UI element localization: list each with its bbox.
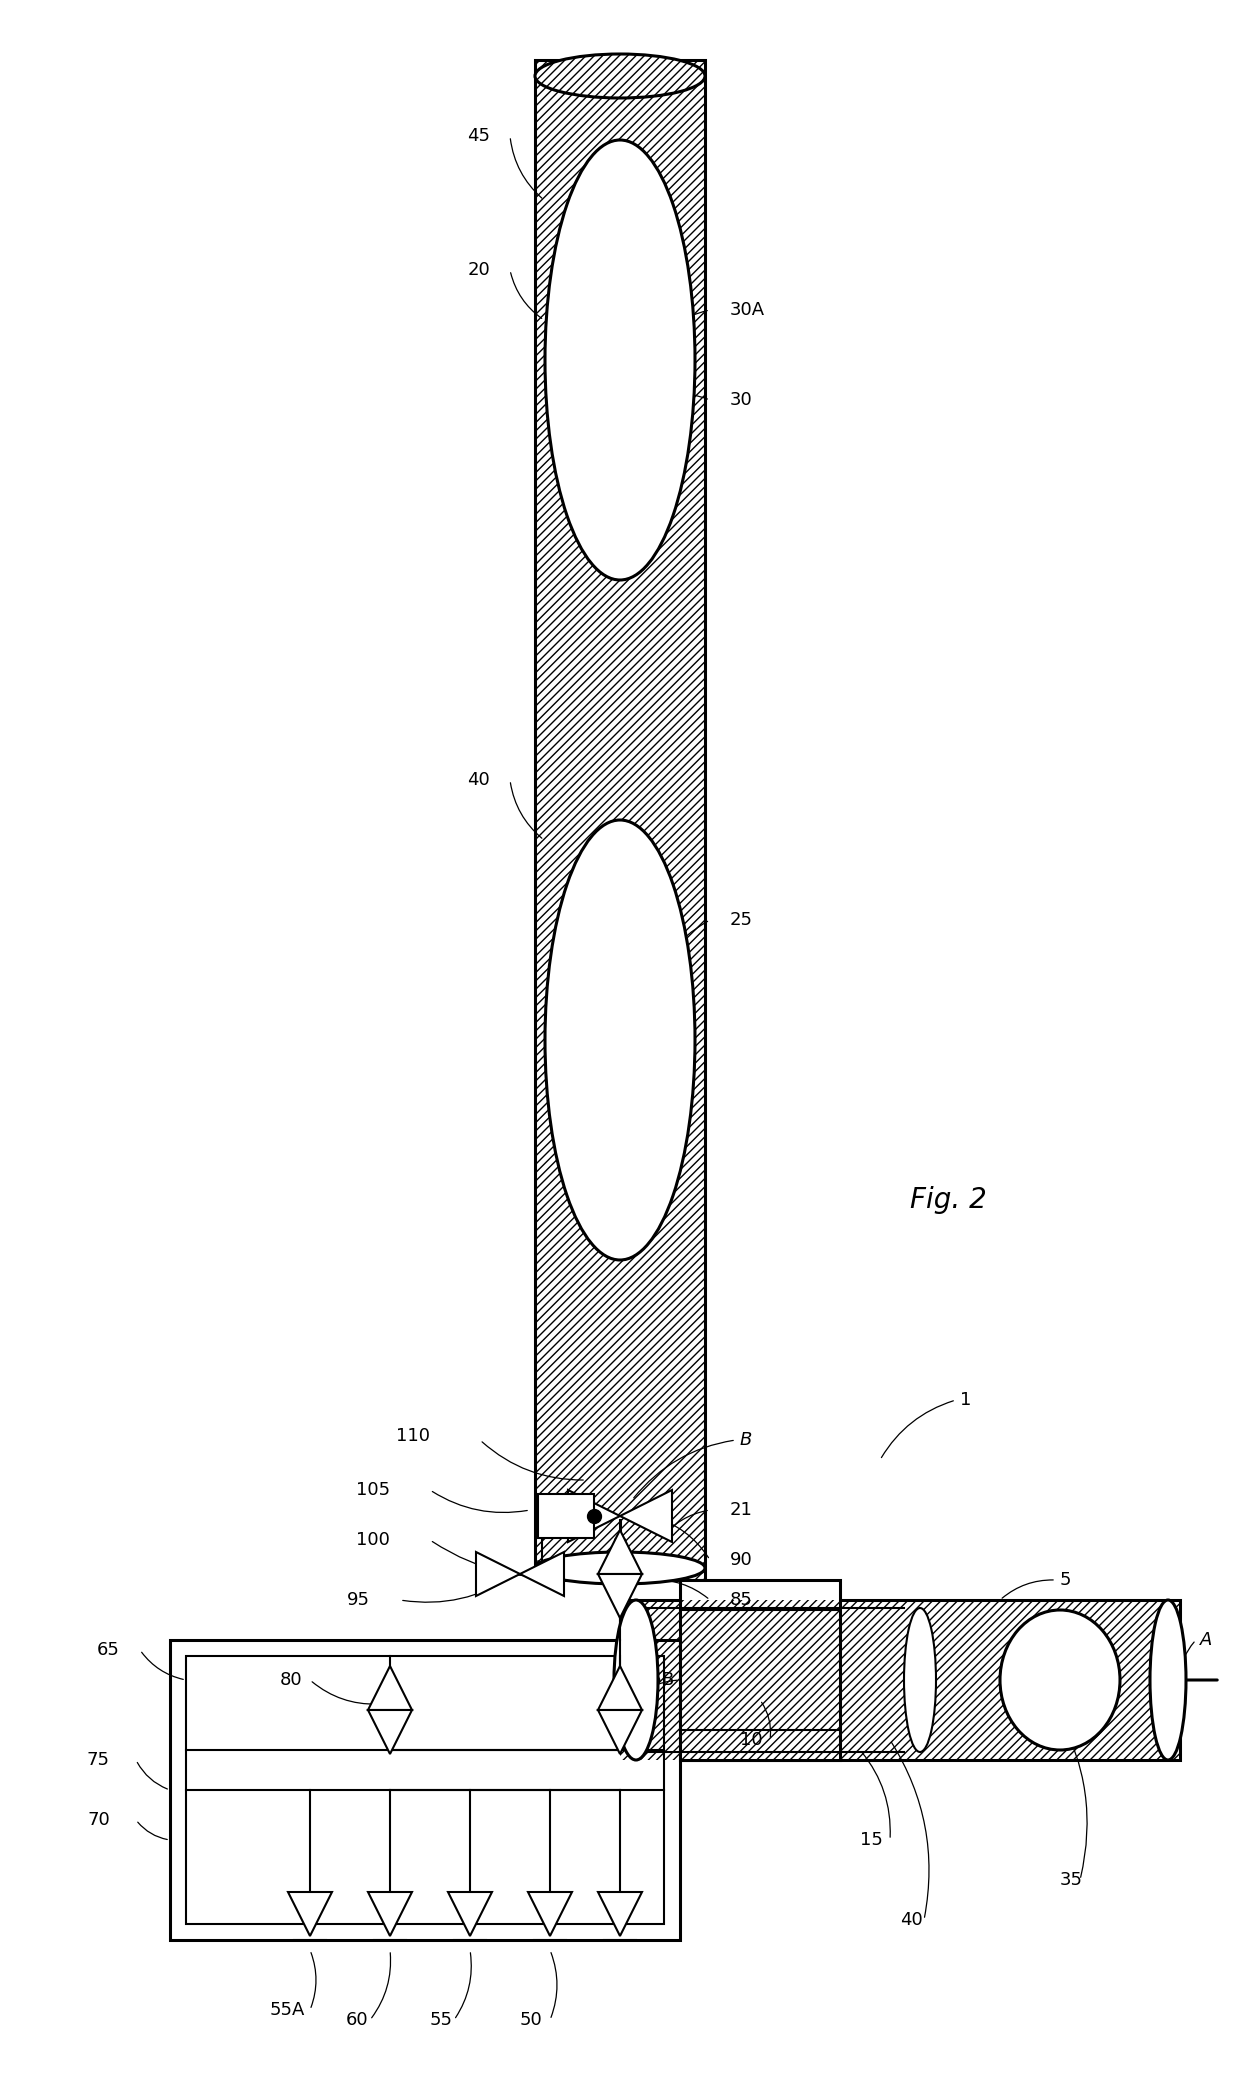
Text: 55: 55 <box>430 2010 453 2029</box>
Text: B: B <box>740 1430 753 1449</box>
Ellipse shape <box>904 1608 936 1753</box>
Polygon shape <box>568 1491 620 1541</box>
Ellipse shape <box>614 1600 658 1759</box>
Text: A: A <box>1200 1631 1213 1648</box>
Bar <box>534 61 706 1581</box>
Text: 95: 95 <box>347 1591 370 1608</box>
Text: Fig. 2: Fig. 2 <box>910 1185 987 1215</box>
Text: 10: 10 <box>740 1732 763 1748</box>
Text: 40: 40 <box>900 1912 923 1929</box>
Text: 75: 75 <box>87 1751 110 1769</box>
Polygon shape <box>598 1531 642 1575</box>
Text: 5: 5 <box>1060 1570 1071 1589</box>
Text: 80: 80 <box>280 1671 303 1690</box>
Polygon shape <box>448 1893 492 1937</box>
Polygon shape <box>528 1893 572 1937</box>
Bar <box>538 1493 594 1537</box>
Bar <box>170 1640 680 1939</box>
Text: 105: 105 <box>356 1480 391 1499</box>
Text: 20: 20 <box>467 262 490 279</box>
Text: 65: 65 <box>97 1642 120 1658</box>
Text: 100: 100 <box>356 1531 391 1550</box>
Text: 110: 110 <box>396 1426 430 1445</box>
Text: 30: 30 <box>730 392 753 408</box>
Polygon shape <box>598 1711 642 1755</box>
Text: 15: 15 <box>861 1830 883 1849</box>
Polygon shape <box>520 1552 564 1596</box>
Text: 25: 25 <box>730 911 753 930</box>
Text: 60: 60 <box>346 2010 368 2029</box>
Text: 55A: 55A <box>270 2002 305 2019</box>
Text: 1: 1 <box>960 1390 971 1409</box>
Polygon shape <box>620 1491 672 1541</box>
Polygon shape <box>598 1667 642 1711</box>
Polygon shape <box>368 1667 412 1711</box>
Bar <box>620 1600 1180 1759</box>
Text: 21: 21 <box>730 1501 753 1518</box>
Text: 90: 90 <box>730 1552 753 1568</box>
Polygon shape <box>598 1893 642 1937</box>
Text: 40: 40 <box>467 771 490 789</box>
Bar <box>534 61 706 1581</box>
Ellipse shape <box>1149 1600 1185 1759</box>
Ellipse shape <box>534 1552 706 1583</box>
Text: 45: 45 <box>467 128 490 144</box>
Bar <box>620 1600 1180 1759</box>
Ellipse shape <box>534 54 706 98</box>
Polygon shape <box>288 1893 332 1937</box>
Text: 85: 85 <box>730 1591 753 1608</box>
Ellipse shape <box>546 821 694 1261</box>
Text: 70: 70 <box>87 1811 110 1828</box>
Text: 50: 50 <box>520 2010 543 2029</box>
Text: 55B: 55B <box>640 1671 676 1690</box>
Text: 30A: 30A <box>730 302 765 318</box>
Text: 35: 35 <box>1060 1872 1083 1889</box>
Polygon shape <box>598 1575 642 1619</box>
Polygon shape <box>368 1711 412 1755</box>
Bar <box>186 1656 663 1924</box>
Bar <box>680 1581 839 1759</box>
Ellipse shape <box>999 1610 1120 1751</box>
Polygon shape <box>476 1552 520 1596</box>
Polygon shape <box>368 1893 412 1937</box>
Ellipse shape <box>546 140 694 580</box>
